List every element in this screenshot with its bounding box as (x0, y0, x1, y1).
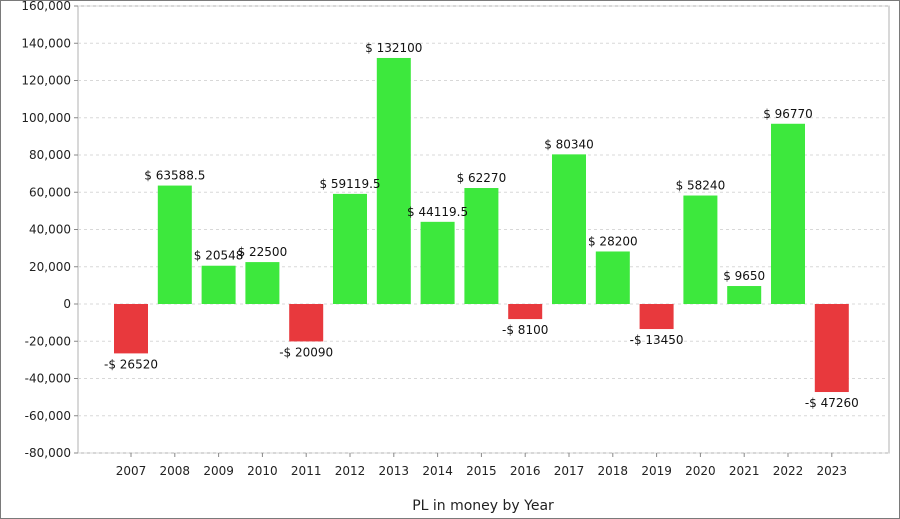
data-label-2019: -$ 13450 (630, 333, 684, 347)
bar-2009 (201, 265, 236, 304)
x-tick-label: 2018 (598, 464, 629, 478)
x-tick-label: 2016 (510, 464, 541, 478)
bar-2013 (376, 57, 411, 305)
data-label-2012: $ 59119.5 (319, 177, 380, 191)
data-label-2011: -$ 20090 (279, 345, 333, 359)
bar-2008 (157, 185, 192, 304)
x-tick-label: 2009 (203, 464, 234, 478)
x-tick-label: 2013 (379, 464, 410, 478)
x-tick-label: 2017 (554, 464, 585, 478)
data-label-2023: -$ 47260 (805, 396, 859, 410)
y-tick-label: 160,000 (21, 1, 71, 13)
y-tick-label: 80,000 (29, 148, 71, 162)
x-tick-label: 2022 (773, 464, 804, 478)
x-tick-label: 2012 (335, 464, 366, 478)
y-tick-label: -60,000 (25, 409, 71, 423)
bar-2016 (508, 304, 543, 320)
bar-2018 (595, 251, 630, 304)
data-label-2015: $ 62270 (457, 171, 507, 185)
y-tick-label: 60,000 (29, 185, 71, 199)
y-tick-label: 120,000 (21, 74, 71, 88)
data-label-2018: $ 28200 (588, 234, 638, 248)
data-label-2007: -$ 26520 (104, 357, 158, 371)
y-tick-label: 100,000 (21, 111, 71, 125)
bar-2007 (114, 304, 148, 354)
x-axis: 2007 2008 2009 2010 2011 2012 2013 2014 2015 2016… (116, 453, 847, 478)
x-tick-label: 2023 (817, 464, 848, 478)
x-tick-label: 2019 (641, 464, 672, 478)
data-label-2009: $ 20548 (194, 249, 244, 263)
data-label-2014: $ 44119.5 (407, 205, 468, 219)
y-tick-label: -80,000 (25, 446, 71, 460)
bar-2011 (289, 304, 324, 342)
data-label-2020: $ 58240 (676, 179, 726, 193)
data-label-2017: $ 80340 (544, 137, 594, 151)
bar-2017 (552, 154, 586, 304)
bar-2019 (639, 304, 674, 330)
bar-2014 (420, 221, 455, 304)
x-axis-title: PL in money by Year (412, 498, 554, 514)
data-label-2010: $ 22500 (238, 245, 288, 259)
y-axis: 160,000 140,000 120,000 100,000 80,000 60,000… (21, 1, 78, 460)
data-label-2022: $ 96770 (763, 107, 813, 121)
y-tick-label: 20,000 (29, 260, 71, 274)
data-labels: -$ 26520 $ 63588.5 $ 20548$ 22500 -$ 20090 $… (104, 41, 859, 410)
x-tick-label: 2015 (466, 464, 497, 478)
y-tick-label: -40,000 (25, 372, 71, 386)
y-tick-label: 40,000 (29, 223, 71, 237)
x-tick-label: 2020 (685, 464, 716, 478)
bar-2015 (464, 188, 499, 304)
data-label-2016: -$ 8100 (502, 323, 548, 337)
y-tick-label: 0 (63, 297, 71, 311)
x-tick-label: 2011 (291, 464, 322, 478)
x-tick-label: 2014 (422, 464, 453, 478)
bars (114, 57, 849, 393)
x-tick-label: 2007 (116, 464, 147, 478)
x-tick-label: 2021 (729, 464, 760, 478)
y-tick-label: -20,000 (25, 334, 71, 348)
bar-2012 (333, 193, 367, 304)
x-tick-label: 2010 (247, 464, 278, 478)
bar-2022 (771, 123, 805, 305)
x-tick-label: 2008 (160, 464, 191, 478)
bar-2023 (814, 304, 849, 393)
y-tick-label: 140,000 (21, 36, 71, 50)
bar-2020 (683, 195, 718, 304)
data-label-2013: $ 132100 (365, 41, 422, 55)
data-label-2021: $ 9650 (723, 269, 765, 283)
bar-2010 (245, 262, 280, 304)
bar-2021 (727, 286, 762, 304)
data-label-2008: $ 63588.5 (144, 169, 205, 183)
